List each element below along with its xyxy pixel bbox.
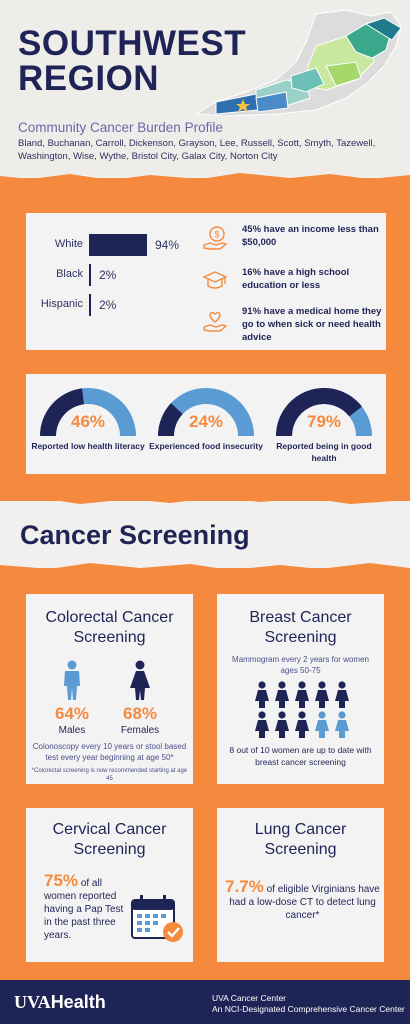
bar-fill — [89, 234, 147, 256]
graduation-cap-icon — [202, 271, 228, 289]
header: SOUTHWEST REGION Community Cancer Burden… — [0, 0, 410, 175]
stat-text: 91% have a medical home they go to when … — [242, 306, 382, 343]
gauge-arc — [276, 387, 372, 436]
woman-icon — [255, 681, 269, 708]
bar-fill — [89, 264, 91, 286]
woman-icon — [335, 681, 349, 708]
gauge-value: 46% — [70, 412, 106, 431]
woman-icon — [315, 711, 329, 738]
torn-edge-divider — [0, 494, 410, 504]
logo-health: Health — [50, 992, 106, 1012]
footer-line1: UVA Cancer Center — [212, 993, 287, 1003]
logo-uva: UVA — [14, 992, 51, 1012]
cervical-text-lead: of all — [80, 878, 102, 889]
lung-percent: 7.7% — [225, 877, 264, 896]
gauge-caption: Reported low health literacy — [31, 441, 145, 451]
woman-icon — [335, 711, 349, 738]
card-title: Colorectal Cancer Screening — [45, 609, 174, 646]
stat-education: 16% have a high school education or less — [202, 266, 382, 300]
woman-icon — [255, 711, 269, 738]
gauge-value: 24% — [188, 412, 224, 431]
bar-value: 2% — [99, 298, 117, 312]
screening-guideline: Mammogram every 2 years for women ages 5… — [232, 655, 369, 675]
card-title: Cervical Cancer Screening — [52, 821, 167, 858]
page-title: SOUTHWEST REGION — [18, 24, 247, 98]
bar-fill — [89, 294, 91, 316]
gauge-arc — [40, 387, 136, 436]
females-label: Females — [120, 725, 160, 736]
card-title: Lung Cancer Screening — [254, 821, 347, 858]
footer-info: UVA Cancer Center An NCI-Designated Comp… — [212, 993, 405, 1015]
lung-text-lead: of eligible Virginians — [266, 884, 356, 895]
footnote: *Colorectal screening is now recommended… — [31, 768, 188, 782]
bar-value: 2% — [99, 268, 117, 282]
woman-icon — [275, 711, 289, 738]
males-label: Males — [58, 725, 86, 736]
stat-income: $ 45% have an income less than $50,000 — [202, 223, 382, 257]
subtitle: Community Cancer Burden Profile — [18, 120, 223, 135]
woman-icon — [295, 711, 309, 738]
females-percent: 68% — [122, 704, 158, 723]
gauge-fill — [276, 388, 362, 436]
male-icon — [64, 660, 80, 700]
bar-value: 94% — [155, 238, 180, 252]
gauge-health-literacy: 46% Reported low health literacy — [31, 384, 145, 474]
stat-medical-home: 91% have a medical home they go to when … — [202, 305, 382, 343]
bar-label: Hispanic — [40, 298, 83, 310]
card-title: Breast Cancer Screening — [249, 609, 352, 646]
gauge-good-health: 79% Reported being in good health — [274, 384, 374, 474]
calendar-check-icon — [131, 895, 183, 942]
woman-icon — [295, 681, 309, 708]
section-title: Cancer Screening — [20, 520, 250, 550]
gauges-card: 46% Reported low health literacy 24% Exp… — [26, 374, 386, 474]
svg-text:$: $ — [214, 230, 219, 240]
cervical-card: Cervical Cancer Screening 75% of all wom… — [26, 808, 193, 962]
footer-line2: An NCI-Designated Comprehensive Cancer C… — [212, 1004, 405, 1014]
demographics-card: White 94% Black 2% Hispanic 2% $ 45% hav… — [26, 213, 386, 350]
gauge-fill — [40, 388, 84, 436]
localities-list: Bland, Buchanan, Carroll, Dickenson, Gra… — [18, 138, 376, 162]
money-hand-icon: $ — [203, 226, 228, 250]
stat-text: 45% have an income less than $50,000 — [242, 224, 379, 248]
cervical-percent: 75% — [44, 871, 79, 890]
gauge-value: 79% — [306, 412, 342, 431]
torn-edge-divider — [0, 173, 410, 184]
gauge-food-insecurity: 24% Experienced food insecurity — [149, 384, 263, 474]
female-icon — [130, 660, 150, 700]
gauge-caption: Experienced food insecurity — [149, 441, 263, 451]
bar-label: Black — [56, 268, 83, 280]
males-percent: 64% — [54, 704, 90, 723]
up-to-date-note: 8 out of 10 women are up to date with br… — [229, 745, 372, 767]
bar-row-white: White 94% — [26, 234, 211, 256]
gauge-fill — [158, 403, 183, 436]
bar-row-black: Black 2% — [26, 264, 211, 286]
gauge-caption: Reported being in good health — [276, 441, 372, 463]
lung-card: Lung Cancer Screening 7.7% of eligible V… — [217, 808, 384, 962]
cervical-text-rest: women reported having a Pap Test in the … — [44, 891, 124, 941]
breast-card: Breast Cancer Screening Mammogram every … — [217, 594, 384, 784]
woman-icon — [315, 681, 329, 708]
lung-text: 7.7% of eligible Virginians have had a l… — [225, 877, 380, 922]
screening-guideline: Colonoscopy every 10 years or stool base… — [32, 742, 187, 762]
bar-row-hispanic: Hispanic 2% — [26, 294, 211, 316]
woman-icon — [275, 681, 289, 708]
women-grid — [255, 681, 349, 738]
cervical-text: 75% of all women reported having a Pap T… — [44, 871, 124, 942]
uva-health-logo[interactable]: UVAHealth — [14, 992, 106, 1013]
colorectal-card: Colorectal Cancer Screening 64% Males 68… — [26, 594, 193, 784]
heart-hand-icon — [203, 312, 228, 332]
bar-label: White — [54, 238, 83, 250]
stat-text: 16% have a high school education or less — [242, 267, 350, 291]
gauge-arc — [158, 387, 254, 436]
footer: UVAHealth UVA Cancer Center An NCI-Desig… — [0, 980, 410, 1024]
gauge-track — [158, 387, 254, 436]
region-map-icon — [196, 9, 402, 116]
lung-text-rest: have had a low-dose CT to detect lung ca… — [229, 884, 380, 921]
